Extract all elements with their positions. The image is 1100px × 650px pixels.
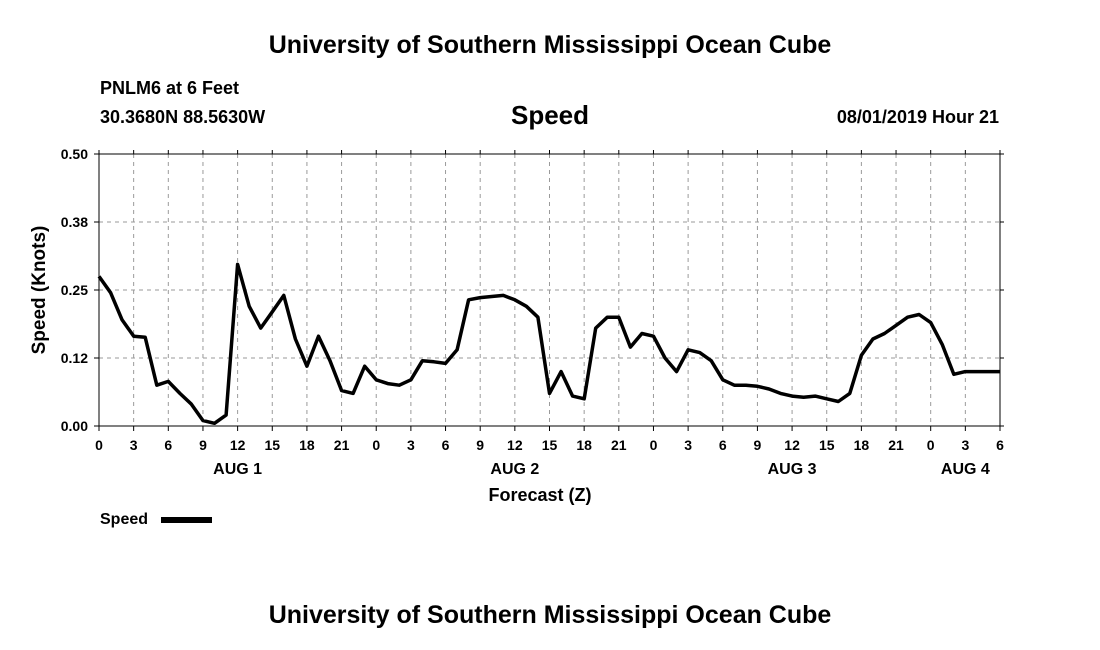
x-tick-label: 6 (996, 437, 1004, 453)
day-label: AUG 1 (213, 461, 262, 478)
y-tick-label: 0.25 (61, 282, 88, 298)
station-coordinates: 30.3680N 88.5630W (100, 107, 266, 127)
x-tick-label: 18 (576, 437, 592, 453)
x-tick-label: 0 (927, 437, 935, 453)
x-tick-label: 15 (542, 437, 558, 453)
x-tick-label: 12 (784, 437, 800, 453)
x-tick-label: 6 (442, 437, 450, 453)
day-label: AUG 2 (490, 461, 539, 478)
axis-ticks (94, 150, 1004, 431)
x-tick-label: 3 (961, 437, 969, 453)
y-tick-label: 0.50 (61, 146, 88, 162)
page-title: University of Southern Mississippi Ocean… (268, 31, 832, 59)
legend-label: Speed (100, 511, 148, 528)
x-tick-label: 3 (130, 437, 138, 453)
day-label: AUG 3 (768, 461, 817, 478)
x-tick-label: 0 (95, 437, 103, 453)
day-labels: AUG 1 AUG 2 AUG 3 AUG 4 (213, 461, 990, 478)
x-tick-label: 12 (230, 437, 246, 453)
y-tick-label: 0.12 (61, 350, 88, 366)
x-tick-label: 21 (334, 437, 350, 453)
x-tick-label: 6 (164, 437, 172, 453)
station-name: PNLM6 at 6 Feet (100, 78, 240, 98)
x-tick-label: 15 (264, 437, 280, 453)
x-tick-label: 3 (407, 437, 415, 453)
x-tick-label: 12 (507, 437, 523, 453)
chart-title: Speed (510, 100, 590, 130)
y-tick-labels: 0.00 0.12 0.25 0.38 0.50 (61, 146, 88, 434)
forecast-timestamp: 08/01/2019 Hour 21 (836, 107, 999, 127)
x-tick-label: 0 (372, 437, 380, 453)
speed-series-line (97, 262, 1000, 426)
x-tick-label: 15 (819, 437, 835, 453)
x-tick-labels: 0 3 6 9 12 15 18 21 0 3 6 9 12 15 18 21 0 3 6 9 12 15 18 21 0 3 6 (95, 437, 1004, 453)
x-tick-label: 18 (854, 437, 870, 453)
legend-swatch (161, 517, 212, 523)
y-axis-label: Speed (Knots) (29, 226, 50, 355)
x-axis-label: Forecast (Z) (488, 485, 591, 505)
y-tick-label: 0.00 (61, 418, 88, 434)
footer-title: University of Southern Mississippi Ocean… (268, 601, 832, 629)
day-label: AUG 4 (941, 461, 990, 478)
x-tick-label: 3 (684, 437, 692, 453)
x-tick-label: 9 (199, 437, 207, 453)
x-tick-label: 6 (719, 437, 727, 453)
x-tick-label: 21 (611, 437, 627, 453)
x-tick-label: 9 (754, 437, 762, 453)
y-tick-label: 0.38 (61, 214, 88, 230)
x-tick-label: 9 (476, 437, 484, 453)
x-tick-label: 0 (650, 437, 658, 453)
x-tick-label: 18 (299, 437, 315, 453)
x-tick-label: 21 (888, 437, 904, 453)
